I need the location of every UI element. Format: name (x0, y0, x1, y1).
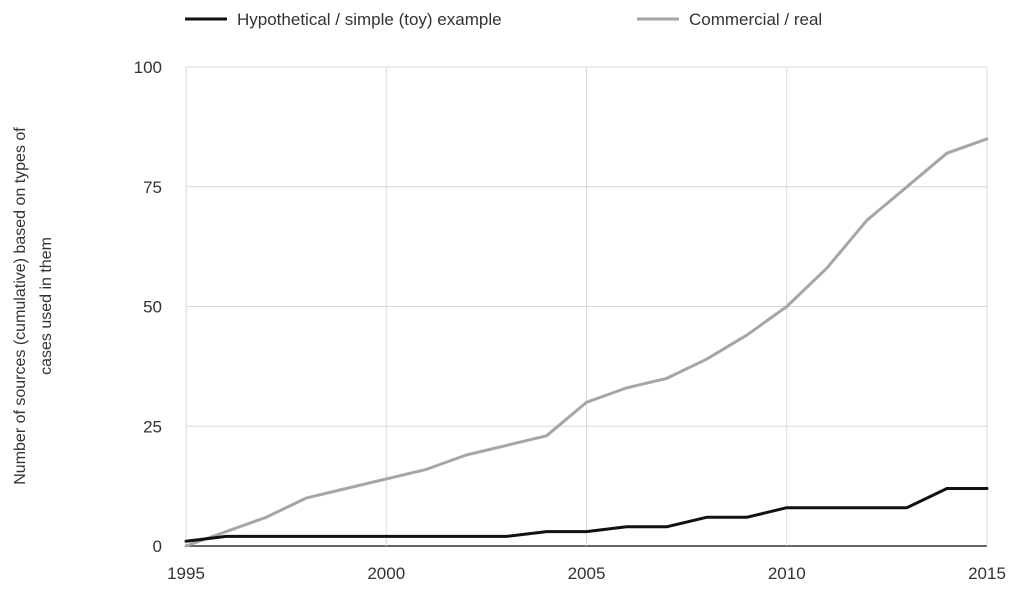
y-axis-title: Number of sources (cumulative) based on … (12, 127, 55, 485)
y-axis-title-line: Number of sources (cumulative) based on … (12, 127, 29, 485)
series-line-0 (184, 487, 989, 543)
legend-label: Hypothetical / simple (toy) example (237, 10, 502, 29)
x-tick-label: 2000 (367, 564, 405, 583)
series-layer (184, 137, 989, 548)
tick-labels: 0 25 50 75 100 1995 2000 2005 2010 2015 (134, 58, 1006, 583)
series-line-1 (184, 137, 989, 548)
x-tick-label: 1995 (167, 564, 205, 583)
legend: Hypothetical / simple (toy) example Comme… (185, 10, 822, 29)
x-tick-label: 2015 (968, 564, 1006, 583)
legend-label: Commercial / real (689, 10, 822, 29)
y-tick-label: 0 (153, 537, 162, 556)
y-tick-label: 100 (134, 58, 162, 77)
y-tick-label: 25 (143, 417, 162, 436)
y-axis-title-line: cases used in them (38, 237, 55, 375)
grid (185, 66, 988, 547)
y-tick-label: 75 (143, 178, 162, 197)
y-tick-label: 50 (143, 298, 162, 317)
x-tick-label: 2005 (568, 564, 606, 583)
x-tick-label: 2010 (768, 564, 806, 583)
